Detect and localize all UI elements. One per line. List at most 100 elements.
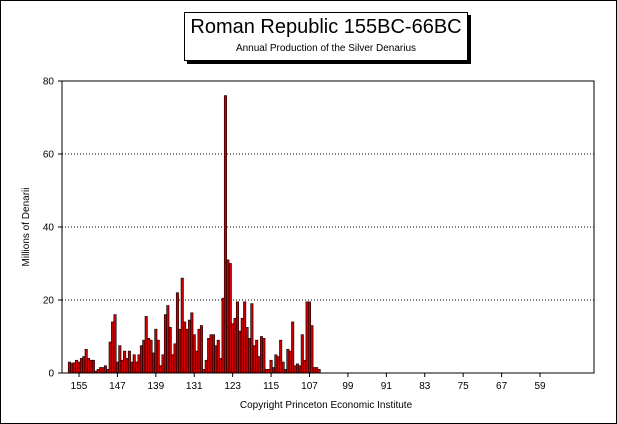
bar: [163, 314, 167, 374]
bar: [312, 367, 316, 374]
bar: [247, 338, 251, 374]
bar: [233, 317, 237, 374]
bar: [211, 334, 215, 374]
bar: [262, 338, 266, 374]
plot-area: [61, 80, 595, 374]
x-axis-title: Copyright Princeton Economic Institute: [240, 400, 413, 411]
bar: [243, 301, 247, 374]
bar: [207, 338, 211, 374]
bar: [89, 359, 93, 374]
bar: [315, 367, 319, 374]
bar: [96, 369, 100, 374]
bar: [228, 263, 232, 374]
x-tick-label: 131: [186, 381, 203, 392]
bar: [317, 369, 321, 374]
bar: [156, 339, 160, 374]
bar: [235, 301, 239, 374]
gridlines: [62, 153, 594, 301]
y-tick-label: 80: [43, 77, 55, 88]
bar: [175, 292, 179, 374]
y-tick-label: 0: [48, 369, 54, 380]
y-tick-label: 20: [43, 296, 55, 307]
bar: [139, 345, 143, 374]
x-tick-label: 155: [71, 381, 88, 392]
bar: [255, 339, 259, 374]
bar: [120, 359, 124, 374]
bar: [274, 354, 278, 374]
bar: [226, 259, 230, 374]
x-tick-label: 139: [147, 381, 164, 392]
bar: [291, 321, 295, 374]
x-tick-label: 107: [301, 381, 318, 392]
chart-title: Roman Republic 155BC-66BC: [190, 16, 462, 38]
bar: [209, 334, 213, 374]
bar: [103, 365, 107, 374]
bar: [87, 358, 91, 374]
bar: [132, 354, 136, 374]
bar: [91, 359, 95, 374]
bar: [190, 312, 194, 374]
bar: [125, 358, 129, 374]
bar: [238, 330, 242, 374]
bar: [281, 361, 285, 374]
bar: [264, 369, 268, 374]
bar: [178, 328, 182, 374]
bar: [123, 350, 127, 374]
bar: [197, 328, 201, 374]
bar: [171, 354, 175, 374]
bar: [231, 323, 235, 374]
bar: [267, 369, 271, 374]
bar: [300, 334, 304, 374]
bar: [144, 316, 148, 374]
title-box: Roman Republic 155BC-66BC Annual Product…: [184, 12, 468, 61]
bar: [70, 362, 74, 374]
bar: [295, 363, 299, 374]
bar: [269, 359, 273, 374]
bar: [183, 321, 187, 374]
x-tick-label: 75: [458, 381, 470, 392]
bar: [259, 336, 263, 374]
bar: [223, 95, 227, 374]
bar: [202, 369, 206, 374]
x-tick-label: 59: [534, 381, 546, 392]
bar: [118, 345, 122, 374]
bar: [99, 367, 103, 374]
bar: [127, 350, 131, 374]
bar: [130, 361, 134, 374]
bar: [298, 365, 302, 374]
x-tick-label: 67: [496, 381, 508, 392]
x-tick-label: 91: [381, 381, 393, 392]
bar: [192, 334, 196, 374]
bar: [75, 359, 79, 374]
x-tick-label: 99: [342, 381, 354, 392]
bar: [204, 359, 208, 374]
bar: [79, 358, 83, 374]
bar: [173, 343, 177, 374]
bar: [216, 339, 220, 374]
bar: [276, 356, 280, 374]
bar: [147, 338, 151, 374]
bar: [187, 319, 191, 374]
bar: [195, 350, 199, 374]
bar: [111, 321, 115, 374]
y-axis-ticks: 0 20 40 60 80: [43, 77, 62, 380]
bar: [240, 317, 244, 374]
chart-subtitle: Annual Production of the Silver Denarius: [235, 43, 417, 54]
y-axis-title: Millions of Denarii: [21, 188, 32, 267]
bar: [142, 339, 146, 374]
bar: [149, 339, 153, 374]
bar: [307, 301, 311, 374]
bar: [77, 361, 81, 374]
bar: [221, 297, 225, 374]
bar: [113, 314, 117, 374]
bar: [137, 354, 141, 374]
x-tick-label: 115: [263, 381, 279, 392]
bar: [101, 367, 105, 374]
x-axis-ticks: 155 147 139 131 123 115 107 99 91 83 75 67 59: [71, 373, 546, 392]
bar: [293, 365, 297, 374]
x-tick-label: 147: [109, 381, 126, 392]
bar: [154, 328, 158, 374]
bar: [305, 301, 309, 374]
x-tick-label: 83: [419, 381, 431, 392]
